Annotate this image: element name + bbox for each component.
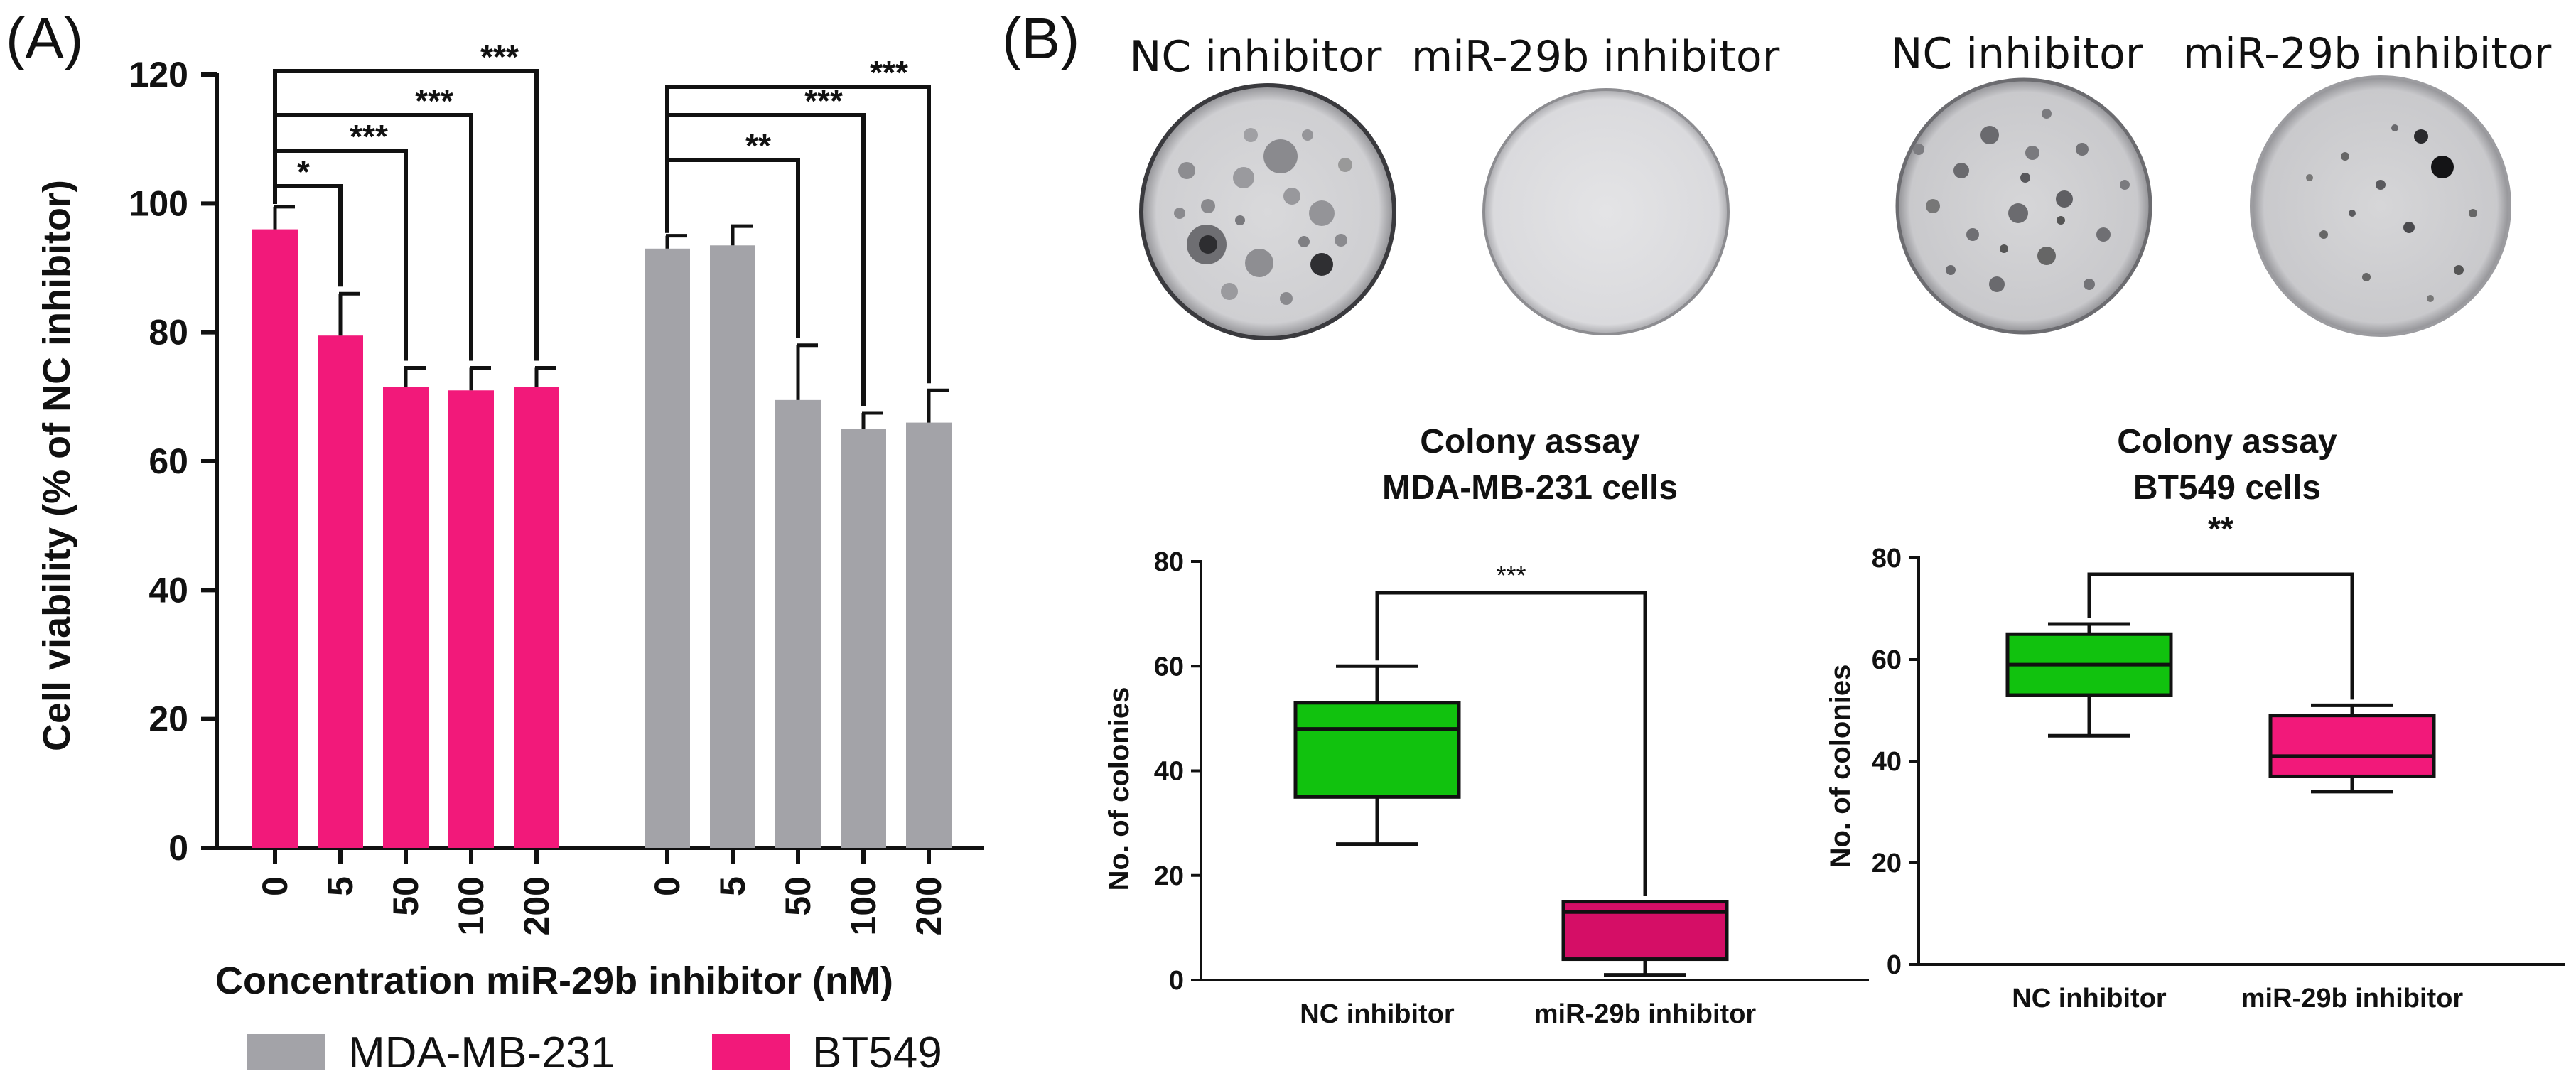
box1-title-line1: Colony assay xyxy=(1420,423,1640,461)
bar-mda-mb-231-0 xyxy=(645,248,690,848)
significance-bracket xyxy=(273,69,539,361)
bar-mda-mb-231-50 xyxy=(775,399,821,848)
box-y-tick-label: 60 xyxy=(1154,652,1184,682)
box-y-tick-label: 0 xyxy=(1169,966,1184,996)
bar-y-tick-label: 0 xyxy=(168,828,188,868)
significance-label: *** xyxy=(870,54,908,91)
bar-x-tick-label: 200 xyxy=(909,876,949,935)
bar-x-tick-label: 200 xyxy=(517,876,556,935)
box-significance-bracket xyxy=(2087,572,2354,700)
bar-bt549-50 xyxy=(383,387,429,848)
dish-mda-nc xyxy=(1139,83,1396,340)
box-iqr-1 xyxy=(2268,714,2436,778)
bar-bt549-200 xyxy=(514,387,559,848)
dish-bt549-nc xyxy=(1895,77,2152,335)
bar-x-tick-label: 50 xyxy=(778,876,818,916)
box2-title-line1: Colony assay xyxy=(2117,423,2337,461)
box-significance-bracket xyxy=(1375,591,1647,896)
box-y-tick-label: 20 xyxy=(1872,849,1902,878)
box-significance-label: ** xyxy=(2208,510,2233,547)
bar-y-tick-label: 20 xyxy=(149,699,188,739)
bar-x-tick-label: 50 xyxy=(386,876,426,916)
bar-x-tick-label: 0 xyxy=(255,876,295,896)
bar-x-tick-label: 100 xyxy=(451,876,491,935)
box1-y-axis-title: No. of colonies xyxy=(1104,687,1135,891)
box-plot-mda: 0 20 40 60 80 NC inhibitor miR-29b inhibitor **… xyxy=(1154,547,1869,1029)
legend-label-bt549: BT549 xyxy=(812,1028,942,1077)
legend-swatch-bt549 xyxy=(712,1034,790,1070)
panel-a-label: (A) xyxy=(6,6,83,71)
box-y-tick-label: 40 xyxy=(1154,757,1184,787)
bar-mda-mb-231-200 xyxy=(906,422,952,848)
significance-label: *** xyxy=(350,118,388,155)
photo-label-bt549-nc: NC inhibitor xyxy=(1891,29,2143,79)
box-category-label: NC inhibitor xyxy=(1300,999,1455,1029)
box-plot-bt549: 0 20 40 60 80 NC inhibitor miR-29b inhibitor ** xyxy=(1872,510,2565,1013)
box2-title-line2: BT549 cells xyxy=(2133,469,2321,507)
photo-label-mda-mir: miR-29b inhibitor xyxy=(1411,32,1780,82)
box-category-label: miR-29b inhibitor xyxy=(1534,999,1757,1029)
significance-label: * xyxy=(297,154,310,190)
dish-bt549-mir xyxy=(2250,75,2511,337)
legend-label-mda: MDA-MB-231 xyxy=(348,1028,615,1077)
box-y-tick-label: 20 xyxy=(1154,861,1184,891)
bar-x-tick-label: 0 xyxy=(647,876,687,896)
bar-y-tick-label: 120 xyxy=(129,55,188,95)
bar-bt549-100 xyxy=(448,390,494,848)
bar-x-tick-label: 5 xyxy=(713,876,753,896)
box-y-tick-label: 0 xyxy=(1887,950,1902,980)
bar-y-tick-label: 60 xyxy=(149,441,188,481)
bar-bt549-5 xyxy=(318,335,363,848)
photo-label-mda-nc: NC inhibitor xyxy=(1130,32,1382,82)
bar-mda-mb-231-5 xyxy=(710,245,755,848)
photo-label-bt549-mir: miR-29b inhibitor xyxy=(2183,29,2552,79)
significance-label: *** xyxy=(415,82,453,119)
bar-chart-y-axis-title: Cell viability (% of NC inhibitor) xyxy=(36,180,78,751)
significance-bracket xyxy=(665,85,931,384)
box-iqr-0 xyxy=(1293,701,1461,799)
box-y-tick-label: 80 xyxy=(1154,547,1184,577)
box2-y-axis-title: No. of colonies xyxy=(1825,665,1856,868)
box-category-label: NC inhibitor xyxy=(2012,984,2167,1013)
bar-x-tick-label: 100 xyxy=(844,876,883,935)
bar-y-tick-label: 100 xyxy=(129,183,188,223)
box-category-label: miR-29b inhibitor xyxy=(2241,984,2464,1013)
bar-x-tick-label: 5 xyxy=(320,876,360,896)
box-y-tick-label: 60 xyxy=(1872,645,1902,675)
bar-y-tick-label: 80 xyxy=(149,313,188,353)
significance-label: ** xyxy=(745,127,771,164)
box1-title-line2: MDA-MB-231 cells xyxy=(1382,469,1678,507)
significance-label: *** xyxy=(480,38,519,75)
bar-bt549-0 xyxy=(252,229,298,849)
bar-y-tick-label: 40 xyxy=(149,570,188,610)
bar-chart-x-axis-title: Concentration miR-29b inhibitor (nM) xyxy=(215,959,893,1002)
bar-chart: Cell viability (% of NC inhibitor) Conce… xyxy=(36,38,984,1002)
legend: MDA-MB-231 BT549 xyxy=(247,1028,942,1077)
box-y-tick-label: 40 xyxy=(1872,747,1902,777)
box-y-tick-label: 80 xyxy=(1872,544,1902,574)
box-iqr-1 xyxy=(1561,900,1729,962)
dish-mda-mir xyxy=(1482,88,1730,335)
panel-b-label: (B) xyxy=(1002,6,1079,71)
bar-mda-mb-231-100 xyxy=(841,429,886,848)
legend-swatch-mda xyxy=(247,1034,325,1070)
box-significance-label: *** xyxy=(1496,561,1526,590)
colony-photos: NC inhibitor miR-29b inhibitor NC inhibi… xyxy=(1130,29,2552,340)
